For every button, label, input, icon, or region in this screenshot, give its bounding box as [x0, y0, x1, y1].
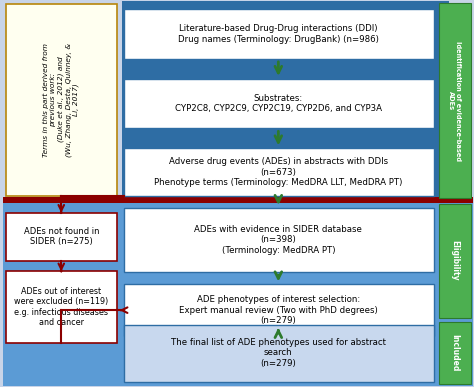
- Bar: [124, 79, 434, 128]
- Bar: [124, 325, 434, 382]
- Bar: [6, 271, 117, 343]
- Text: ADE phenotypes of interest selection:
Expert manual review (Two with PhD degrees: ADE phenotypes of interest selection: Ex…: [179, 295, 378, 325]
- Bar: [439, 204, 471, 318]
- Bar: [3, 197, 473, 203]
- Text: ADEs not found in
SIDER (n=275): ADEs not found in SIDER (n=275): [24, 227, 99, 247]
- Bar: [124, 208, 434, 272]
- Text: ADEs with evidence in SIDER database
(n=398)
(Terminology: MedDRA PT): ADEs with evidence in SIDER database (n=…: [194, 225, 362, 255]
- Bar: [124, 284, 434, 336]
- Text: Substrates:
CYP2C8, CYP2C9, CYP2C19, CYP2D6, and CYP3A: Substrates: CYP2C8, CYP2C9, CYP2C19, CYP…: [175, 94, 382, 113]
- Bar: [439, 3, 471, 198]
- Text: ADEs out of interest
were excluded (n=119)
e.g. infectious diseases
and cancer: ADEs out of interest were excluded (n=11…: [14, 287, 109, 327]
- Bar: [124, 9, 434, 59]
- Text: The final list of ADE phenotypes used for abstract
search
(n=279): The final list of ADE phenotypes used fo…: [171, 338, 386, 368]
- Bar: [6, 213, 117, 260]
- Text: Identification of evidence-based
ADEs: Identification of evidence-based ADEs: [448, 41, 461, 161]
- Bar: [439, 322, 471, 384]
- Bar: [3, 200, 473, 385]
- Bar: [6, 4, 117, 196]
- Text: Terms in this part derived from
previous work:
(Duke et al., 2012) and
(Wu, Zhan: Terms in this part derived from previous…: [43, 43, 79, 157]
- Text: Eligibility: Eligibility: [450, 240, 459, 281]
- Text: Literature-based Drug-Drug interactions (DDI)
Drug names (Terminology: DrugBank): Literature-based Drug-Drug interactions …: [178, 24, 379, 44]
- Text: Adverse drug events (ADEs) in abstracts with DDIs
(n=673)
Phenotype terms (Termi: Adverse drug events (ADEs) in abstracts …: [154, 157, 402, 187]
- Bar: [124, 148, 434, 196]
- Bar: [122, 2, 449, 200]
- Text: Included: Included: [450, 334, 459, 372]
